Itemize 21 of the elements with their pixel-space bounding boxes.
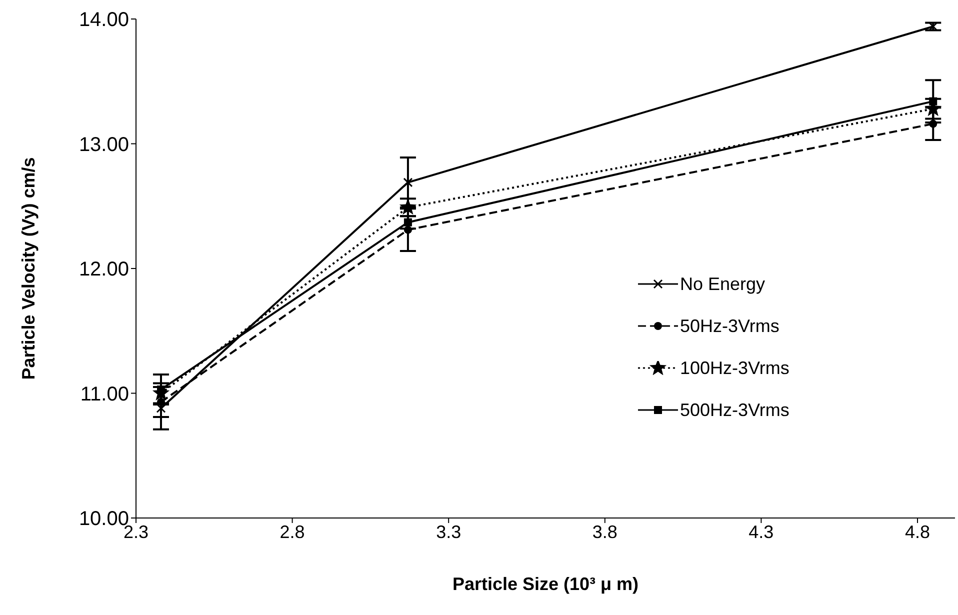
x-tick-label: 4.8 (904, 522, 930, 542)
point (404, 218, 412, 226)
point (929, 97, 938, 106)
point (404, 226, 412, 234)
legend-label: 50Hz-3Vrms (680, 316, 780, 336)
legend-label: 100Hz-3Vrms (680, 358, 790, 378)
point (157, 398, 166, 406)
y-tick-label: 13.00 (78, 134, 129, 156)
x-tick-label: 4.3 (748, 522, 774, 542)
point (929, 120, 938, 128)
x-tick-label: 3.3 (436, 522, 462, 542)
y-tick-label: 12.00 (78, 258, 129, 281)
point (403, 178, 413, 188)
x-tick-label: 2.8 (280, 522, 305, 542)
y-tick-label: 11.00 (80, 383, 129, 406)
y-tick-label: 14.00 (78, 9, 129, 32)
x-axis-title: Particle Size (10³ μ m) (452, 574, 639, 594)
y-axis-title: Particle Velocity (Vy) cm/s (18, 157, 38, 380)
x-tick-label: 3.8 (592, 522, 618, 542)
legend-label: 500Hz-3Vrms (680, 400, 790, 420)
legend-label: No Energy (680, 274, 766, 294)
